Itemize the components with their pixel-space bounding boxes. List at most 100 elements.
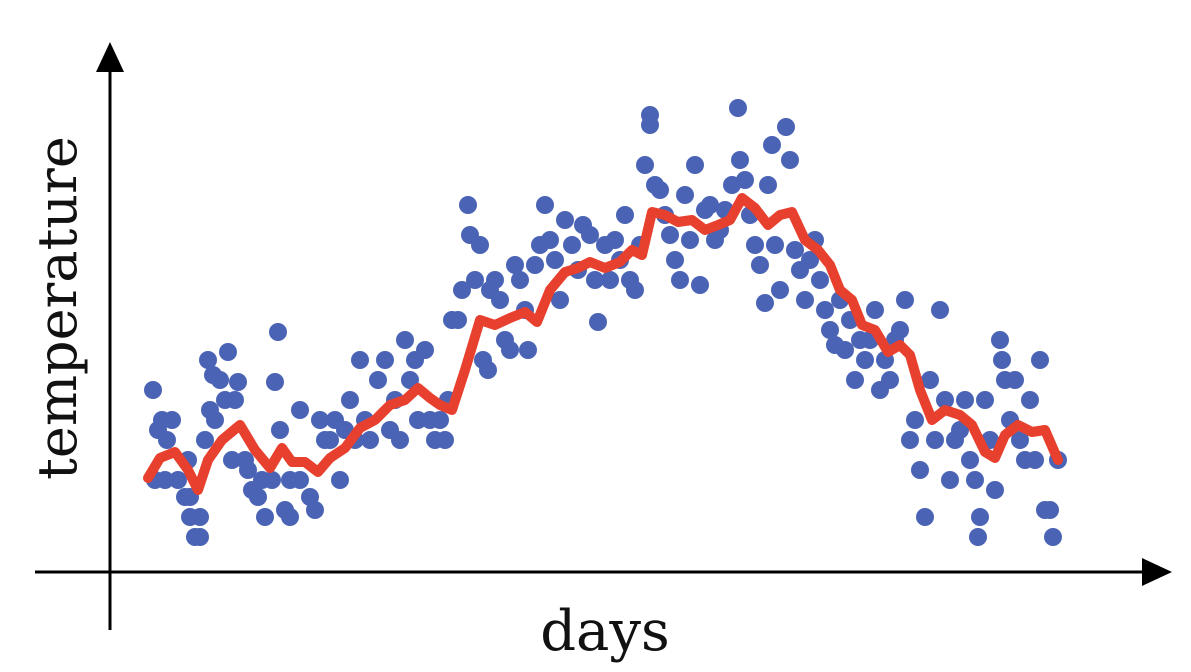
data-point xyxy=(226,391,244,409)
data-point xyxy=(756,294,774,312)
data-point xyxy=(551,291,569,309)
trend-line xyxy=(143,193,1063,495)
data-point xyxy=(331,471,349,489)
y-axis-arrow xyxy=(96,42,124,72)
data-point xyxy=(681,231,699,249)
data-point xyxy=(431,411,449,429)
data-point xyxy=(169,471,187,489)
data-point xyxy=(801,251,819,269)
data-point xyxy=(249,488,267,506)
data-point xyxy=(369,371,387,389)
data-point xyxy=(501,341,519,359)
data-point xyxy=(936,391,954,409)
data-point xyxy=(636,156,654,174)
data-point xyxy=(746,236,764,254)
data-point xyxy=(961,451,979,469)
data-point xyxy=(479,361,497,379)
data-point xyxy=(556,211,574,229)
data-point xyxy=(736,171,754,189)
data-point xyxy=(896,291,914,309)
data-point xyxy=(191,508,209,526)
data-point xyxy=(311,411,329,429)
data-point xyxy=(144,381,162,399)
data-point xyxy=(881,371,899,389)
y-axis-label: temperature xyxy=(26,136,89,480)
data-point xyxy=(436,431,454,449)
x-axis-label: days xyxy=(540,599,670,664)
data-point xyxy=(196,431,214,449)
data-point xyxy=(691,276,709,294)
data-point xyxy=(993,351,1011,369)
data-point xyxy=(256,508,274,526)
data-point xyxy=(291,401,309,419)
data-point xyxy=(263,471,281,489)
data-point xyxy=(971,508,989,526)
data-point xyxy=(219,343,237,361)
data-point xyxy=(1031,351,1049,369)
data-point xyxy=(589,313,607,331)
data-point xyxy=(541,231,559,249)
data-point xyxy=(906,411,924,429)
data-point xyxy=(396,331,414,349)
data-point xyxy=(376,351,394,369)
axes xyxy=(35,42,1172,630)
data-point xyxy=(777,118,795,136)
data-point xyxy=(416,341,434,359)
data-point xyxy=(666,251,684,269)
data-point xyxy=(519,341,537,359)
data-point xyxy=(911,461,929,479)
data-point xyxy=(506,256,524,274)
data-point xyxy=(751,256,769,274)
data-point xyxy=(661,226,679,244)
data-point xyxy=(266,373,284,391)
data-point xyxy=(951,421,969,439)
data-point xyxy=(1026,451,1044,469)
data-point xyxy=(206,411,224,429)
data-point xyxy=(616,206,634,224)
data-point xyxy=(966,471,984,489)
data-point xyxy=(676,186,694,204)
data-point xyxy=(269,323,287,341)
data-point xyxy=(816,301,834,319)
data-point xyxy=(449,311,467,329)
data-point xyxy=(686,156,704,174)
data-point xyxy=(1044,528,1062,546)
data-point xyxy=(191,528,209,546)
data-point xyxy=(199,351,217,369)
data-point xyxy=(651,181,669,199)
data-point xyxy=(306,501,324,519)
data-point xyxy=(606,231,624,249)
data-point xyxy=(901,431,919,449)
data-point xyxy=(491,291,509,309)
data-point xyxy=(291,471,309,489)
data-point xyxy=(391,431,409,449)
data-point xyxy=(581,226,599,244)
data-point xyxy=(156,471,174,489)
data-point xyxy=(986,481,1004,499)
data-point xyxy=(811,271,829,289)
x-axis-arrow xyxy=(1142,558,1172,586)
data-point xyxy=(158,431,176,449)
data-point xyxy=(759,176,777,194)
data-point xyxy=(341,391,359,409)
data-point xyxy=(626,281,644,299)
data-point xyxy=(229,373,247,391)
data-point xyxy=(351,351,369,369)
data-point xyxy=(671,271,689,289)
data-point xyxy=(321,431,339,449)
data-point xyxy=(1021,391,1039,409)
data-point xyxy=(163,411,181,429)
data-point xyxy=(763,136,781,154)
data-point xyxy=(601,271,619,289)
data-point xyxy=(856,351,874,369)
data-point xyxy=(1006,371,1024,389)
data-point xyxy=(821,321,839,339)
data-point xyxy=(731,151,749,169)
data-point xyxy=(956,391,974,409)
data-point xyxy=(729,99,747,117)
data-point xyxy=(459,196,477,214)
data-point xyxy=(786,241,804,259)
data-point xyxy=(281,508,299,526)
data-point xyxy=(781,151,799,169)
